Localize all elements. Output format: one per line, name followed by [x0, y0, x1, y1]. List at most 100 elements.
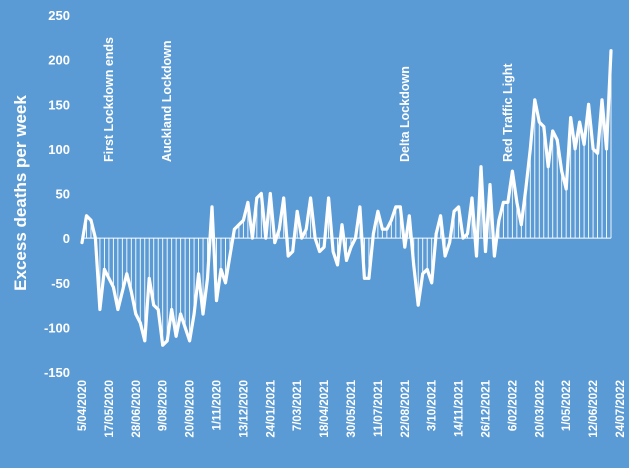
x-tick-label: 6/02/2022 [507, 380, 519, 431]
data-point [488, 183, 492, 186]
x-tick-label: 28/06/2020 [131, 380, 143, 438]
data-point [587, 102, 590, 106]
data-point [515, 201, 519, 204]
data-point [537, 120, 541, 124]
x-tick-label: 18/04/2021 [319, 379, 331, 437]
x-tick-label: 20/03/2022 [534, 380, 546, 438]
data-point [546, 165, 550, 169]
data-point [152, 303, 156, 307]
data-point [519, 223, 523, 227]
data-point [358, 205, 362, 209]
x-tick-label: 7/03/2021 [292, 379, 304, 431]
data-point [147, 276, 151, 280]
series-points [80, 49, 613, 347]
data-point [376, 209, 380, 213]
data-point [605, 147, 608, 151]
data-point [313, 236, 317, 240]
y-tick-label: 250 [48, 8, 70, 23]
data-point [120, 290, 124, 294]
data-point [439, 214, 443, 218]
data-point [452, 209, 456, 213]
data-point [380, 227, 384, 231]
data-point [555, 138, 559, 142]
data-point [165, 339, 169, 343]
data-point [255, 196, 259, 200]
data-point [596, 151, 599, 155]
annotations: First Lockdown ends Auckland Lockdown Delt… [102, 37, 515, 162]
x-tick-label: 9/08/2020 [158, 380, 170, 431]
data-point [533, 98, 537, 102]
y-tick-label: 150 [48, 97, 70, 112]
data-point [600, 98, 604, 102]
data-point [425, 267, 429, 271]
data-point [318, 250, 322, 253]
data-point [510, 169, 514, 173]
data-point [129, 290, 133, 294]
data-point [300, 236, 304, 240]
data-point [582, 143, 586, 146]
data-point [309, 196, 313, 200]
data-point [569, 116, 573, 120]
x-tick-label: 20/09/2020 [185, 380, 197, 438]
data-point [111, 285, 115, 289]
data-point [103, 267, 106, 271]
data-point [502, 201, 505, 204]
x-tick-label: 14/11/2021 [454, 379, 466, 437]
data-point [394, 205, 398, 209]
annotation-label: Delta Lockdown [398, 66, 412, 162]
data-point [143, 339, 147, 343]
data-point [206, 276, 209, 280]
data-point [609, 49, 613, 53]
data-point [156, 308, 160, 311]
annotation-label: First Lockdown ends [102, 37, 116, 162]
data-point [385, 227, 389, 231]
x-tick-label: 22/08/2021 [400, 379, 412, 437]
data-point [349, 245, 353, 249]
annotation-label: Auckland Lockdown [160, 40, 174, 162]
data-point [304, 227, 308, 231]
data-point [89, 218, 93, 222]
data-point [273, 241, 277, 244]
data-point [161, 343, 165, 347]
data-point [107, 276, 111, 280]
data-point [134, 312, 138, 316]
x-tick-label: 3/10/2021 [427, 379, 439, 431]
data-point [578, 120, 582, 124]
data-point [506, 201, 510, 204]
x-tick-label: 24/01/2021 [265, 379, 277, 437]
y-tick-label: 200 [48, 53, 70, 68]
data-point [291, 250, 295, 253]
data-point [264, 236, 268, 240]
data-point [493, 254, 496, 258]
data-point [188, 339, 191, 343]
x-tick-label: 26/12/2021 [480, 379, 492, 437]
data-point [295, 209, 299, 213]
x-tick-label: 5/04/2020 [77, 380, 89, 431]
data-point [403, 245, 407, 249]
data-point [224, 281, 227, 285]
data-point [560, 169, 564, 173]
data-point [398, 205, 402, 209]
data-point [407, 214, 411, 218]
data-point [354, 236, 357, 240]
data-point [215, 299, 218, 302]
data-point [434, 232, 438, 236]
data-point [416, 303, 420, 307]
x-tick-label: 13/12/2020 [238, 380, 250, 438]
data-point [389, 218, 393, 222]
data-point [528, 147, 532, 151]
y-tick-label: -50 [51, 276, 70, 291]
data-point [98, 308, 102, 311]
data-point [336, 263, 339, 267]
data-point [322, 245, 326, 249]
data-point [551, 129, 555, 133]
data-point [197, 272, 200, 276]
data-point [345, 259, 348, 262]
data-point [331, 250, 335, 253]
x-tick-label: 12/06/2022 [588, 380, 600, 438]
data-point [138, 321, 142, 325]
data-point [259, 192, 263, 195]
data-point [461, 236, 465, 240]
data-point [219, 267, 223, 271]
